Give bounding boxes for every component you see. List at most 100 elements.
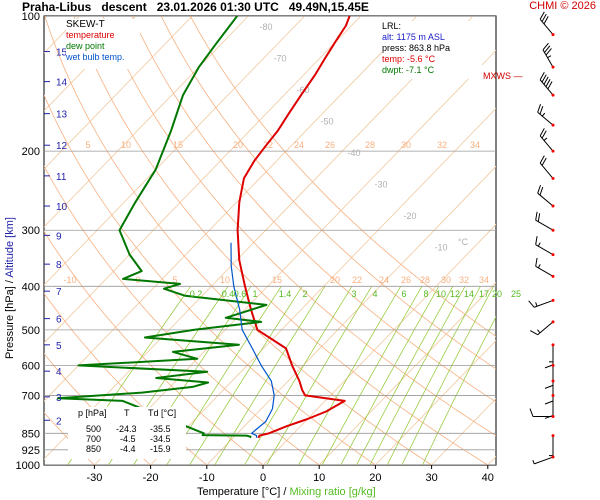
wind-barb-flag <box>539 72 545 80</box>
table-cell: 500 <box>86 424 102 434</box>
wind-barb-flag <box>539 11 545 20</box>
wind-barb-base <box>551 363 555 367</box>
mixing-ratio-label: 25 <box>511 289 521 299</box>
table-header-td: Td [°C] <box>148 408 177 418</box>
wind-barb-flag <box>537 213 541 222</box>
isotherm-label: 10 <box>121 140 131 150</box>
x-tick-label: -30 <box>86 472 102 484</box>
chart-legend: SKEW-T temperature dew point wet bulb te… <box>66 19 140 69</box>
altitude-tick-label: 8 <box>56 260 62 271</box>
isotherm-line <box>375 339 496 465</box>
isotherm-label: 5 <box>85 140 90 150</box>
isotherm-label: 20 <box>233 140 243 150</box>
legend-item-wetbulb: wet bulb temp. <box>66 52 125 62</box>
wind-barb-half <box>532 459 535 465</box>
wind-barb-flag <box>544 400 554 405</box>
wind-barb-staff <box>539 79 554 96</box>
dewpoint-profile <box>56 16 268 439</box>
wind-barb-flag <box>539 155 545 164</box>
wind-barb-base <box>551 434 555 438</box>
mixing-ratio-label: 14 <box>464 289 474 299</box>
mixing-ratio-label: 12 <box>450 289 460 299</box>
wind-barb-flag <box>537 184 541 194</box>
mixing-ratio-label: 17 <box>479 289 489 299</box>
dry-adiabat-label: -30 <box>374 180 387 190</box>
x-tick-label: -10 <box>199 472 215 484</box>
lrl-altitude: alt: 1175 m ASL <box>382 32 445 42</box>
isotherm-label: 26 <box>325 140 335 150</box>
isotherm-label: 34 <box>479 275 489 285</box>
x-tick-label: 20 <box>369 472 381 484</box>
isotherm-line <box>44 16 305 286</box>
mixing-ratio-label: 1 <box>252 289 257 299</box>
mixing-ratio-label: 3 <box>351 289 356 299</box>
wind-barb-base <box>551 204 555 208</box>
wind-barb-flag <box>543 76 549 85</box>
wind-barb-flag <box>545 78 551 87</box>
isotherm-line <box>44 16 418 402</box>
x-tick-label: 30 <box>425 472 437 484</box>
dry-adiabat-line <box>189 16 496 337</box>
wind-barb <box>539 72 555 97</box>
lrl-title: LRL: <box>382 21 402 31</box>
wind-barb-staff <box>535 219 554 231</box>
x-axis-title: Temperature [°C] / Mixing ratio [g/kg] <box>197 486 376 498</box>
wind-barb-half <box>543 137 548 141</box>
dry-adiabat-label: -40 <box>347 148 360 158</box>
isotherm-label: 30 <box>401 140 411 150</box>
wind-barb-staff <box>539 162 554 179</box>
dry-adiabat-label: -80 <box>259 22 272 32</box>
wind-barb-staff <box>534 299 554 308</box>
wind-barb-base <box>551 379 555 383</box>
altitude-tick-label: 4 <box>56 367 62 378</box>
plot-background <box>43 15 497 466</box>
table-cell: -4.5 <box>120 434 136 444</box>
isotherm-label: 34 <box>470 140 480 150</box>
wind-barb-flag <box>547 81 553 90</box>
isotherm-line <box>487 455 496 465</box>
header-title: Praha-Libus descent 23.01.2026 01:30 UTC… <box>22 0 369 14</box>
wind-barb <box>539 11 555 37</box>
pressure-tick-label: 300 <box>22 225 40 237</box>
y-axis-title-pressure: Pressure [hPa] / <box>4 280 16 359</box>
wind-barb-half <box>537 242 541 247</box>
wind-barb-staff <box>539 18 554 35</box>
mixing-ratio-label: 6 <box>401 289 406 299</box>
wind-barb-staff <box>537 192 554 207</box>
isotherm-label: 32 <box>437 140 447 150</box>
x-tick-label: 10 <box>313 472 325 484</box>
lrl-temperature: temp: -5.6 °C <box>382 54 436 64</box>
wind-barb-base <box>551 149 555 153</box>
pressure-tick-label: 850 <box>22 428 40 440</box>
isotherm-line <box>318 281 496 465</box>
dry-adiabat-line <box>160 16 496 370</box>
levels-table: p [hPa] T Td [°C] 500 -24.3 -35.5 700 -4… <box>68 407 186 459</box>
wind-barb-flag <box>542 42 549 51</box>
altitude-tick-label: 2 <box>56 416 62 427</box>
pressure-tick-label: 200 <box>22 146 40 158</box>
wind-barb <box>532 455 555 465</box>
altitude-tick-label: 11 <box>56 172 67 183</box>
isotherm-line <box>44 16 193 170</box>
wind-barb-base <box>551 320 555 324</box>
wind-barb-flag <box>544 384 554 389</box>
isotherm-label: 10 <box>220 275 230 285</box>
isotherm-label: 15 <box>173 140 183 150</box>
wetbulb-profile <box>230 242 275 438</box>
mixing-ratio-label: 1.4 <box>279 289 292 299</box>
pressure-tick-label: 1000 <box>16 460 40 472</box>
wind-barb-staff <box>539 135 554 152</box>
lrl-info-box: LRL: alt: 1175 m ASL press: 863.8 hPa te… <box>382 21 482 79</box>
sounding-location: 49.49N,15.45E <box>288 0 369 14</box>
wind-barb-flag <box>545 48 552 56</box>
wind-barb-flag <box>539 128 545 137</box>
wind-barb-flag <box>543 16 549 25</box>
wind-barb-half <box>547 55 552 59</box>
pressure-tick-label: 600 <box>22 360 40 372</box>
sounding-type: descent <box>101 0 147 14</box>
pressure-tick-label: 925 <box>22 445 40 457</box>
wind-barb-flag <box>537 104 541 113</box>
dry-adiabat-unit-label: °C <box>458 237 469 247</box>
wind-barb-staff <box>537 321 554 336</box>
